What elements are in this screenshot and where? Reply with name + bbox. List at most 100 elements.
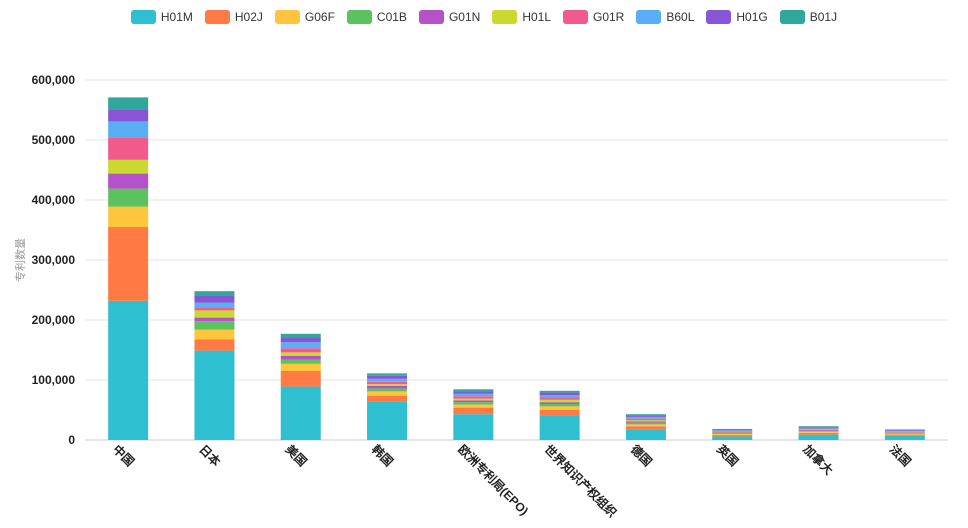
bar-g06f[interactable] <box>367 391 408 396</box>
bar-g06f[interactable] <box>453 404 494 408</box>
bar-h01m[interactable] <box>539 415 580 440</box>
bar-b60l[interactable] <box>367 378 408 382</box>
bar-h02j[interactable] <box>194 339 235 351</box>
bar-h01m[interactable] <box>625 429 666 440</box>
bar-h01m[interactable] <box>798 434 839 440</box>
bar-b01j[interactable] <box>798 426 839 427</box>
bar-b60l[interactable] <box>280 342 321 349</box>
bar-b60l[interactable] <box>884 430 925 432</box>
legend-item-b01j[interactable]: B01J <box>779 10 837 24</box>
bar-b60l[interactable] <box>453 393 494 397</box>
bar-h01m[interactable] <box>453 414 494 440</box>
bar-g01r[interactable] <box>194 307 235 311</box>
bar-b01j[interactable] <box>884 429 925 430</box>
bar-g06f[interactable] <box>625 424 666 427</box>
bar-h01m[interactable] <box>367 401 408 440</box>
bar-b01j[interactable] <box>280 333 321 338</box>
bar-g06f[interactable] <box>280 363 321 371</box>
bar-b60l[interactable] <box>108 121 149 138</box>
bar-g01r[interactable] <box>884 431 925 432</box>
bar-h01l[interactable] <box>453 398 494 401</box>
bar-h01g[interactable] <box>798 426 839 428</box>
bar-b01j[interactable] <box>539 390 580 393</box>
bar-g01n[interactable] <box>194 317 235 322</box>
legend-item-h01g[interactable]: H01G <box>706 10 768 24</box>
bar-g01r[interactable] <box>625 418 666 421</box>
bar-h01l[interactable] <box>108 159 149 174</box>
bar-g01n[interactable] <box>108 173 149 189</box>
bar-h02j[interactable] <box>280 371 321 387</box>
bar-g01r[interactable] <box>539 397 580 400</box>
bar-h01g[interactable] <box>367 375 408 379</box>
bar-c01b[interactable] <box>884 432 925 434</box>
bar-g06f[interactable] <box>798 431 839 433</box>
bar-h01g[interactable] <box>453 391 494 394</box>
legend-item-c01b[interactable]: C01B <box>346 10 407 24</box>
bar-g01r[interactable] <box>798 428 839 430</box>
legend-item-h01m[interactable]: H01M <box>130 10 193 24</box>
bar-h01m[interactable] <box>108 300 149 440</box>
bar-h01m[interactable] <box>194 350 235 440</box>
bar-h01l[interactable] <box>367 384 408 386</box>
bar-b60l[interactable] <box>194 302 235 308</box>
bar-c01b[interactable] <box>712 433 753 434</box>
bar-g06f[interactable] <box>539 406 580 410</box>
bar-h01g[interactable] <box>539 392 580 395</box>
bar-g01n[interactable] <box>625 421 666 423</box>
bar-c01b[interactable] <box>280 359 321 364</box>
legend-item-h01l[interactable]: H01L <box>492 10 551 24</box>
legend-item-g01r[interactable]: G01R <box>563 10 624 24</box>
legend-item-g01n[interactable]: G01N <box>418 10 480 24</box>
bar-h02j[interactable] <box>367 395 408 402</box>
bar-b01j[interactable] <box>194 291 235 296</box>
bar-h02j[interactable] <box>884 434 925 436</box>
bar-h02j[interactable] <box>625 426 666 430</box>
bar-h01l[interactable] <box>539 399 580 403</box>
bar-h02j[interactable] <box>798 432 839 435</box>
bar-b01j[interactable] <box>712 428 753 430</box>
bar-g01n[interactable] <box>884 432 925 433</box>
bar-h01l[interactable] <box>194 310 235 318</box>
bar-h01g[interactable] <box>625 415 666 417</box>
bar-h01g[interactable] <box>712 429 753 431</box>
bar-h01g[interactable] <box>194 295 235 303</box>
bar-g01r[interactable] <box>712 431 753 432</box>
bar-g01r[interactable] <box>453 396 494 399</box>
legend-item-b60l[interactable]: B60L <box>636 10 694 24</box>
bar-h01l[interactable] <box>280 352 321 356</box>
bar-g01n[interactable] <box>453 400 494 403</box>
bar-b60l[interactable] <box>625 416 666 419</box>
bar-g01n[interactable] <box>712 432 753 434</box>
bar-h02j[interactable] <box>453 407 494 415</box>
bar-g06f[interactable] <box>194 329 235 340</box>
bar-g01r[interactable] <box>280 348 321 353</box>
bar-h01g[interactable] <box>280 338 321 343</box>
bar-h01l[interactable] <box>884 431 925 433</box>
bar-h01m[interactable] <box>280 386 321 440</box>
bar-b01j[interactable] <box>367 373 408 376</box>
bar-b60l[interactable] <box>798 427 839 429</box>
bar-h01l[interactable] <box>625 420 666 422</box>
bar-c01b[interactable] <box>453 402 494 405</box>
bar-b60l[interactable] <box>539 395 580 398</box>
bar-c01b[interactable] <box>798 430 839 432</box>
bar-h01g[interactable] <box>884 429 925 431</box>
bar-h02j[interactable] <box>712 434 753 437</box>
legend-item-g06f[interactable]: G06F <box>274 10 335 24</box>
bar-c01b[interactable] <box>625 422 666 425</box>
bar-g06f[interactable] <box>108 206 149 227</box>
bar-c01b[interactable] <box>539 404 580 407</box>
bar-g06f[interactable] <box>712 434 753 435</box>
bar-c01b[interactable] <box>108 188 149 207</box>
bar-g01r[interactable] <box>108 137 149 160</box>
bar-h01m[interactable] <box>884 435 925 440</box>
bar-b01j[interactable] <box>108 97 149 110</box>
bar-b60l[interactable] <box>712 430 753 432</box>
bar-h01l[interactable] <box>798 429 839 430</box>
bar-h01m[interactable] <box>712 436 753 440</box>
legend-item-h02j[interactable]: H02J <box>204 10 263 24</box>
bar-h01g[interactable] <box>108 109 149 122</box>
bar-b01j[interactable] <box>625 414 666 416</box>
bar-g01r[interactable] <box>367 381 408 385</box>
bar-c01b[interactable] <box>367 388 408 392</box>
